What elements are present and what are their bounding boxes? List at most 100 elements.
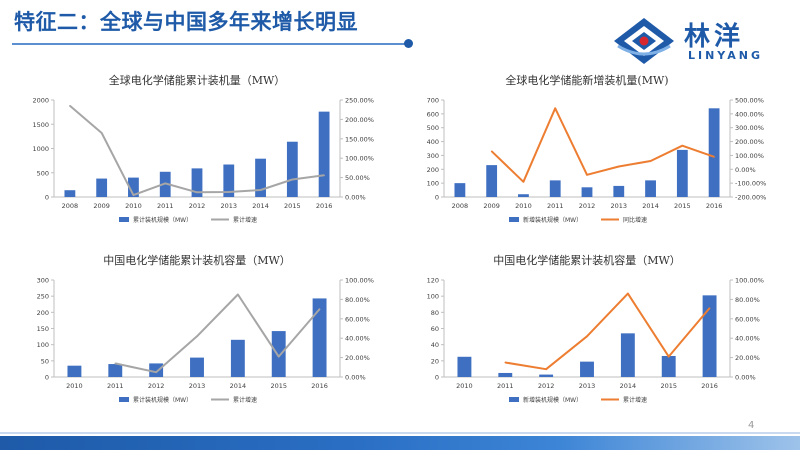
footer-band — [0, 436, 800, 450]
bar-2012 — [191, 168, 203, 197]
legend-bar-label: 新增装机规模（MW） — [523, 216, 582, 224]
y-tick-label-right: -200.00% — [735, 194, 766, 202]
line-series-累计增速 — [115, 293, 321, 374]
bar-2010 — [457, 356, 472, 377]
y-tick-label-left: 500 — [427, 124, 439, 132]
legend-line-label: 累计增速 — [233, 216, 257, 224]
line-point-2016 — [713, 156, 715, 158]
line-point-2013 — [586, 335, 588, 338]
y-tick-label-left: 20 — [431, 357, 439, 365]
bar-2016 — [312, 298, 327, 377]
bar-2012 — [149, 363, 164, 377]
y-tick-label-right: 80.00% — [735, 296, 760, 304]
line-point-2011 — [554, 107, 557, 110]
line-point-2012 — [586, 174, 588, 176]
x-tick-label: 2014 — [252, 202, 269, 210]
bar-2010 — [128, 177, 139, 197]
y-tick-label-right: 0.00% — [345, 194, 366, 202]
x-tick-label: 2014 — [620, 382, 637, 390]
chart-china-new: 中国电化学储能累计装机容量（MW） 0 20 40 60 80 100 120 0.00% 20.… — [410, 250, 785, 410]
legend-line-label: 累计增速 — [233, 396, 257, 404]
y-tick-label-left: 0 — [45, 374, 49, 382]
y-tick-label-left: 500 — [37, 169, 49, 177]
line-point-2011 — [164, 182, 167, 185]
y-tick-label-left: 200 — [427, 166, 439, 174]
y-tick-label-right: 0.00% — [345, 374, 366, 382]
legend-bar-swatch — [509, 217, 519, 222]
legend-bar-swatch — [119, 397, 129, 402]
y-tick-label-right: 60.00% — [345, 315, 370, 323]
y-tick-label-right: 50.00% — [345, 174, 370, 182]
x-tick-label: 2010 — [515, 202, 532, 210]
bar-2011 — [498, 372, 513, 377]
x-tick-label: 2016 — [706, 202, 723, 210]
line-point-2016 — [323, 174, 325, 177]
chart-china-cumulative: 中国电化学储能累计装机容量（MW） 0 50 100 150 200 250 300 0.00%… — [20, 250, 395, 410]
y-tick-label-right: 20.00% — [345, 354, 370, 362]
bar-2008 — [454, 183, 466, 197]
line-point-2013 — [617, 165, 620, 168]
x-tick-label: 2015 — [674, 202, 691, 210]
company-logo: 林洋 LINYANG — [612, 16, 787, 66]
logo-chinese-text: 林洋 — [684, 22, 745, 52]
x-tick-label: 2011 — [497, 382, 514, 390]
line-point-2010 — [522, 180, 525, 183]
bar-2013 — [190, 357, 204, 377]
y-tick-label-left: 120 — [427, 277, 439, 285]
y-tick-label-left: 1500 — [32, 121, 49, 129]
y-tick-label-left: 40 — [431, 341, 439, 349]
line-point-2009 — [490, 150, 493, 153]
bar-2009 — [486, 165, 498, 197]
bar-2015 — [286, 141, 298, 197]
x-tick-label: 2016 — [701, 382, 718, 390]
bar-2014 — [620, 333, 635, 377]
x-tick-label: 2012 — [538, 382, 555, 390]
bar-2011 — [549, 180, 561, 197]
bar-2015 — [676, 149, 688, 197]
y-tick-label-right: 100.00% — [345, 277, 374, 285]
x-tick-label: 2011 — [157, 202, 174, 210]
y-tick-label-right: 60.00% — [735, 315, 760, 323]
line-point-2011 — [504, 361, 507, 364]
y-tick-label-left: 300 — [427, 152, 439, 160]
legend-bar-label: 累计装机规模（MW） — [133, 216, 192, 224]
line-point-2013 — [196, 335, 198, 338]
y-tick-label-left: 600 — [427, 110, 439, 118]
bar-2014 — [645, 180, 656, 197]
x-tick-label: 2016 — [311, 382, 328, 390]
chart-title: 中国电化学储能累计装机容量（MW） — [493, 253, 681, 267]
bar-2016 — [708, 108, 720, 197]
bar-2016 — [318, 111, 330, 197]
line-point-2014 — [649, 160, 652, 162]
line-point-2014 — [237, 293, 239, 296]
chart-global-cumulative: 全球电化学储能累计装机量（MW） 0 500 1000 1500 2000 0.00% 50.… — [20, 70, 395, 230]
y-tick-label-left: 2000 — [32, 97, 49, 105]
line-series-累计增速 — [505, 292, 711, 371]
title-underline — [12, 43, 407, 45]
bar-2009 — [96, 178, 108, 197]
bar-2008 — [64, 190, 76, 197]
x-tick-label: 2011 — [107, 382, 124, 390]
chart-title: 中国电化学储能累计装机容量（MW） — [103, 253, 291, 267]
y-tick-label-left: 1000 — [32, 145, 49, 153]
bar-2014 — [230, 339, 245, 377]
y-tick-label-right: 100.00% — [735, 152, 764, 160]
line-point-2009 — [100, 132, 103, 134]
bar-2012 — [581, 187, 593, 197]
x-tick-label: 2009 — [93, 202, 110, 210]
line-point-2012 — [196, 191, 198, 194]
y-tick-label-left: 200 — [37, 309, 49, 317]
y-tick-label-left: 250 — [37, 293, 49, 301]
x-tick-label: 2012 — [189, 202, 206, 210]
line-point-2016 — [318, 308, 321, 310]
y-tick-label-left: 400 — [427, 138, 439, 146]
line-point-2013 — [227, 191, 230, 193]
line-point-2015 — [277, 355, 280, 358]
y-tick-label-right: 20.00% — [735, 354, 760, 362]
x-tick-label: 2013 — [189, 382, 206, 390]
bar-2013 — [580, 361, 594, 377]
x-tick-label: 2015 — [284, 202, 301, 210]
chart-title: 全球电化学储能新增装机量(MW) — [505, 73, 668, 87]
y-tick-label-left: 150 — [37, 325, 49, 333]
line-point-2012 — [545, 368, 547, 371]
